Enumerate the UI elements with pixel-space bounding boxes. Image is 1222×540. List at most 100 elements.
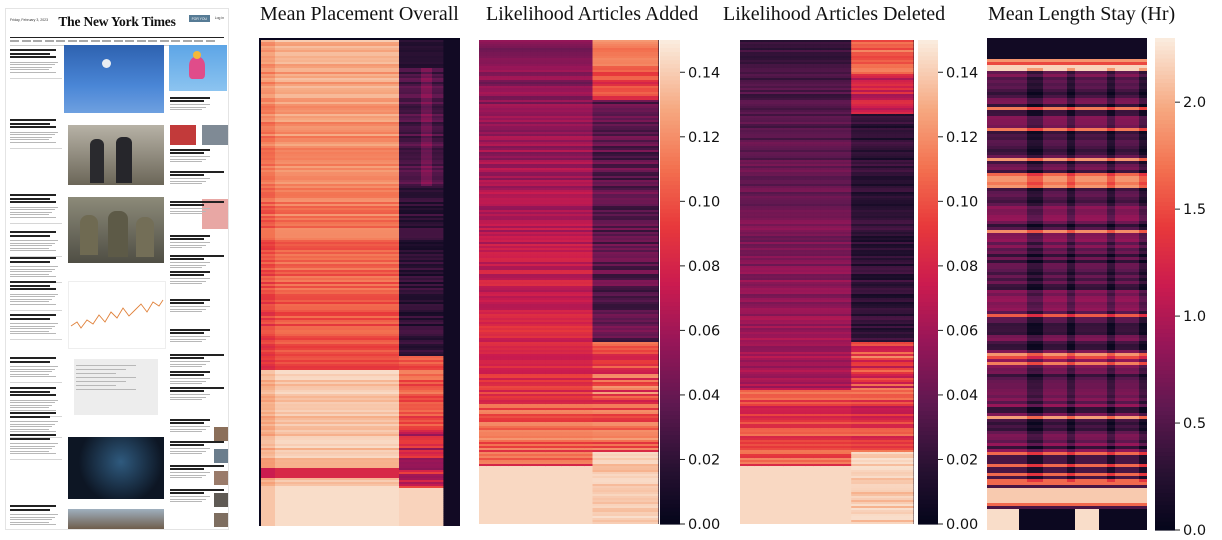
- heatmap-cell: [324, 274, 334, 277]
- nyt-text-line: [170, 109, 202, 111]
- heatmap-cell: [315, 418, 325, 421]
- heatmap-cell: [421, 190, 433, 193]
- heatmap-cell: [275, 182, 284, 185]
- heatmap-cell: [283, 182, 292, 185]
- heatmap-cell: [267, 118, 276, 121]
- nyt-headline-line: [170, 149, 210, 151]
- heatmap-cell: [275, 60, 284, 63]
- heatmap-cell: [315, 348, 325, 351]
- heatmap-cell: [360, 424, 370, 427]
- nyt-text-line: [10, 373, 49, 375]
- heatmap-cell: [283, 484, 292, 487]
- heatmap-cell: [291, 234, 300, 237]
- heatmap-cell: [360, 458, 370, 461]
- heatmap-cell: [324, 324, 334, 327]
- heatmap-cell: [351, 78, 361, 81]
- heatmap-cell: [324, 186, 334, 189]
- heatmap-cell: [421, 212, 433, 215]
- heatmap-cell: [342, 346, 352, 349]
- heatmap-cell: [291, 220, 300, 223]
- nyt-thumb-5: [214, 513, 228, 527]
- heatmap-cell: [410, 316, 422, 319]
- heatmap-cell: [432, 200, 444, 203]
- heatmap-cell: [421, 456, 433, 459]
- nyt-headline-line: [10, 317, 50, 320]
- heatmap-cell: [275, 214, 284, 217]
- heatmap-cell: [342, 252, 352, 255]
- heatmap-cell: [291, 288, 300, 291]
- heatmap-cell: [360, 108, 370, 111]
- nyt-text-line: [76, 381, 126, 382]
- heatmap-cell: [259, 418, 268, 421]
- heatmap-cell: [307, 490, 316, 493]
- heatmap-cell: [315, 150, 325, 153]
- heatmap-cell: [275, 190, 284, 193]
- heatmap-cell: [267, 290, 276, 293]
- heatmap-cell: [360, 88, 370, 91]
- heatmap-cell: [379, 428, 390, 431]
- heatmap-cell: [259, 190, 268, 193]
- heatmap-cell: [299, 156, 308, 159]
- heatmap-cell: [291, 520, 300, 523]
- heatmap-cell: [291, 162, 300, 165]
- heatmap-cell: [315, 476, 325, 479]
- heatmap-cell: [410, 366, 422, 369]
- heatmap-cell: [421, 468, 433, 471]
- heatmap-cell: [421, 358, 433, 361]
- heatmap-cell: [259, 198, 268, 201]
- heatmap-cell: [360, 250, 370, 253]
- heatmap-cell: [283, 226, 292, 229]
- heatmap-cell: [342, 200, 352, 203]
- heatmap-cell: [283, 178, 292, 181]
- heatmap-cell: [432, 116, 444, 119]
- heatmap-cell: [291, 502, 300, 505]
- heatmap-cell: [432, 208, 444, 211]
- heatmap-cell: [369, 426, 380, 429]
- heatmap-cell: [351, 274, 361, 277]
- heatmap-cell: [399, 336, 411, 339]
- heatmap-cell: [399, 500, 411, 503]
- heatmap-cell: [267, 180, 276, 183]
- heatmap-cell: [410, 370, 422, 373]
- heatmap-cell: [342, 242, 352, 245]
- heatmap-cell: [421, 472, 433, 475]
- heatmap-cell: [333, 352, 343, 355]
- heatmap-cell: [283, 130, 292, 133]
- heatmap-cell: [307, 182, 316, 185]
- heatmap-cell: [275, 204, 284, 207]
- heatmap-cell: [283, 384, 292, 387]
- heatmap-cell: [379, 486, 390, 489]
- heatmap-cell: [267, 494, 276, 497]
- heatmap-cell: [421, 296, 433, 299]
- heatmap-cell: [379, 266, 390, 269]
- heatmap-cell: [275, 244, 284, 247]
- heatmap-cell: [283, 344, 292, 347]
- heatmap-cell: [307, 292, 316, 295]
- heatmap-cell: [333, 130, 343, 133]
- heatmap-cell: [369, 84, 380, 87]
- heatmap-cell: [410, 498, 422, 501]
- heatmap-cell: [369, 460, 380, 463]
- heatmap-cell: [351, 116, 361, 119]
- heatmap-cell: [389, 506, 400, 509]
- heatmap-cell: [379, 500, 390, 503]
- nyt-text-line: [10, 409, 56, 411]
- heatmap-cell: [267, 338, 276, 341]
- heatmap-cell: [351, 462, 361, 465]
- heatmap-cell: [307, 308, 316, 311]
- heatmap-cell: [275, 266, 284, 269]
- heatmap-cell: [324, 192, 334, 195]
- heatmap-cell: [275, 310, 284, 313]
- heatmap-cell: [421, 254, 433, 257]
- heatmap-cell: [291, 46, 300, 49]
- heatmap-cell: [267, 368, 276, 371]
- heatmap-cell: [421, 482, 433, 485]
- heatmap-cell: [259, 386, 268, 389]
- heatmap-cell: [421, 292, 433, 295]
- nyt-nav-item: [21, 39, 31, 42]
- heatmap-cell: [259, 524, 268, 526]
- nyt-headline-line: [170, 387, 224, 389]
- heatmap-cell: [369, 158, 380, 161]
- heatmap-cell: [351, 172, 361, 175]
- heatmap-cell: [342, 202, 352, 205]
